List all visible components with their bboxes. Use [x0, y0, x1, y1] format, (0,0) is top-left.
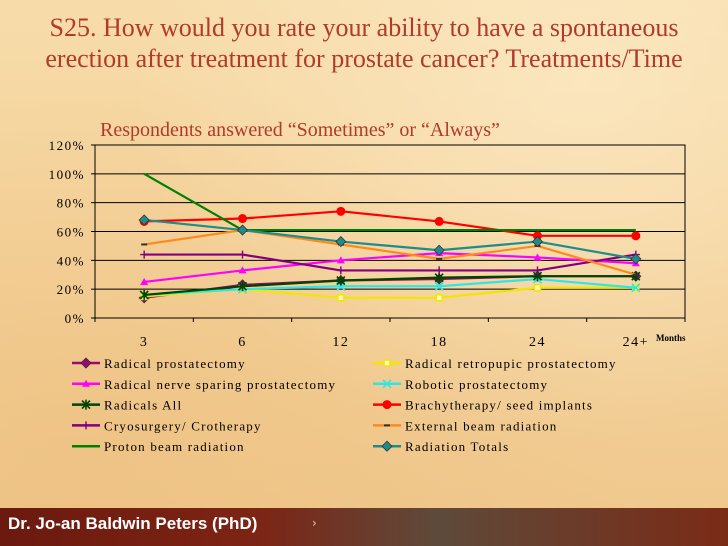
- legend-marker: [82, 421, 90, 430]
- line-chart: 0% 20% 40% 60% 80% 100% 120% 3 6 12 18 24 24+ Radical…: [49, 138, 686, 454]
- legend-label: Radical prostatectomy: [104, 356, 246, 371]
- data-point: [631, 283, 641, 293]
- data-point: [238, 214, 247, 224]
- data-point: [435, 294, 443, 302]
- x-tick-label: 18: [431, 335, 448, 350]
- data-point: [434, 216, 444, 226]
- x-tick-label: 3: [140, 335, 149, 350]
- data-point: [433, 244, 445, 256]
- x-tick-label: 6: [238, 335, 247, 350]
- y-tick-label: 60%: [57, 225, 85, 240]
- legend-marker: [81, 399, 91, 410]
- chart-subtitle: Respondents answered “Sometimes” or “Alw…: [100, 119, 500, 141]
- data-point: [533, 253, 542, 261]
- data-point: [531, 236, 544, 248]
- x-tick-label: 12: [332, 335, 349, 350]
- series-line: [144, 253, 637, 272]
- data-point: [336, 206, 346, 216]
- data-point: [140, 277, 149, 285]
- data-point: [337, 294, 345, 302]
- legend-marker: [381, 440, 393, 452]
- y-tick-label: 20%: [57, 282, 85, 297]
- data-point: [237, 281, 248, 292]
- data-point: [336, 275, 346, 286]
- data-point: [434, 281, 444, 291]
- legend-label: Cryosurgery/ Crotherapy: [104, 418, 262, 433]
- data-point: [140, 250, 149, 259]
- data-point: [138, 214, 150, 226]
- data-point: [236, 224, 249, 236]
- data-point: [139, 289, 149, 300]
- x-axis-unit-label: Months: [656, 333, 686, 343]
- y-tick-label: 0%: [65, 311, 85, 326]
- series-line: [144, 252, 636, 284]
- footer-author: Dr. Jo-an Baldwin Peters (PhD): [8, 514, 258, 533]
- legend-label: Radical nerve sparing prostatectomy: [104, 377, 336, 392]
- data-point: [336, 266, 345, 275]
- data-point: [533, 283, 542, 292]
- data-point: [238, 266, 247, 274]
- legend-marker: [382, 379, 392, 389]
- data-point: [533, 266, 542, 275]
- legend-marker: [382, 400, 392, 410]
- legend-label: Brachytherapy/ seed implants: [405, 398, 593, 413]
- legend-label: External beam radiation: [405, 418, 558, 433]
- data-point: [435, 266, 444, 275]
- legend-marker: [383, 359, 391, 367]
- series-line: [144, 218, 637, 260]
- y-tick-label: 100%: [49, 167, 85, 182]
- footer-bar: [0, 508, 728, 546]
- data-point: [336, 256, 345, 264]
- series-line: [144, 277, 636, 297]
- series-line: [144, 228, 637, 276]
- y-tick-label: 40%: [57, 253, 85, 268]
- legend-label: Robotic prostatectomy: [405, 377, 548, 392]
- slide-title: S25. How would you rate your ability to …: [45, 13, 683, 73]
- series-line: [144, 275, 636, 297]
- series-line: [143, 172, 636, 232]
- data-point: [335, 236, 347, 248]
- x-tick-label: 24: [529, 335, 546, 350]
- legend-label: Radiation Totals: [405, 439, 509, 454]
- data-point: [630, 253, 642, 265]
- data-point: [533, 231, 542, 241]
- data-point: [238, 250, 247, 259]
- y-tick-label: 80%: [57, 196, 85, 211]
- legend-marker: [80, 357, 92, 369]
- legend-marker: [82, 379, 90, 387]
- series-line: [144, 210, 636, 237]
- x-tick-label: 24+: [623, 335, 649, 350]
- data-point: [631, 231, 641, 241]
- footer-arrow-icon: ›: [312, 516, 317, 530]
- y-tick-label: 120%: [49, 138, 85, 153]
- legend-label: Proton beam radiation: [104, 439, 245, 454]
- legend-label: Radicals All: [104, 398, 182, 413]
- legend-label: Radical retropupic prostatectomy: [405, 356, 617, 371]
